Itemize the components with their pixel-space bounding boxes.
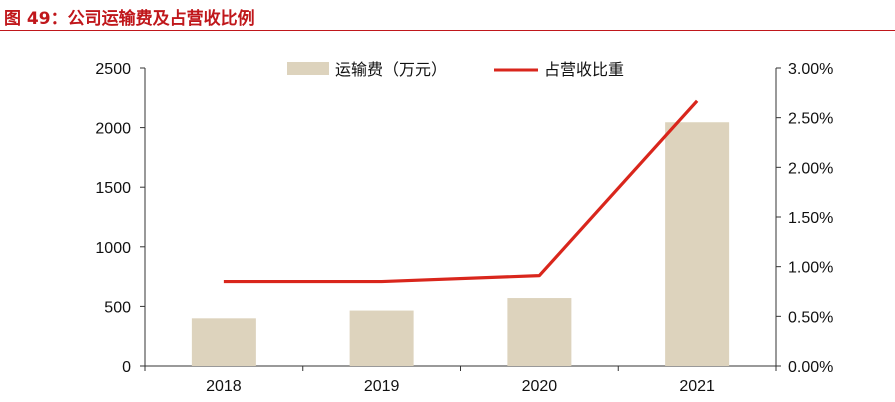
title-rule — [0, 30, 895, 31]
y-left-tick-label: 2000 — [95, 121, 131, 138]
legend-label-line: 占营收比重 — [544, 60, 624, 79]
y-left-tick-label: 2500 — [95, 61, 131, 78]
x-tick-label: 2018 — [206, 378, 242, 395]
figure-title: 图 49：公司运输费及占营收比例 — [4, 9, 255, 29]
x-tick-label: 2019 — [364, 378, 400, 395]
y-left-tick-label: 1000 — [95, 240, 131, 257]
y-right-tick-label: 1.50% — [788, 210, 833, 227]
y-left-tick-label: 1500 — [95, 180, 131, 197]
y-right-tick-label: 0.00% — [788, 359, 833, 376]
y-right-tick-label: 2.50% — [788, 111, 833, 128]
tick-labels: 2500 2000 1500 1000 500 0 3.00% 2.50% 2.00% 1.50%… — [95, 61, 833, 395]
line-series — [223, 99, 699, 284]
ratio-line — [223, 99, 699, 284]
bar — [191, 318, 256, 366]
x-tick-label: 2020 — [522, 378, 558, 395]
bar — [507, 298, 572, 366]
legend: 运输费（万元） 占营收比重 — [287, 60, 624, 79]
legend-swatch-bar — [287, 62, 329, 75]
bar — [665, 122, 730, 367]
bar — [349, 310, 414, 366]
legend-label-bar: 运输费（万元） — [335, 60, 447, 79]
y-right-tick-label: 3.00% — [788, 61, 833, 78]
y-right-tick-label: 2.00% — [788, 160, 833, 177]
x-tick-label: 2021 — [679, 378, 715, 395]
y-right-tick-label: 0.50% — [788, 309, 833, 326]
y-left-tick-label: 500 — [104, 299, 131, 316]
y-left-tick-label: 0 — [122, 359, 131, 376]
bars — [191, 122, 730, 367]
y-right-tick-label: 1.00% — [788, 260, 833, 277]
